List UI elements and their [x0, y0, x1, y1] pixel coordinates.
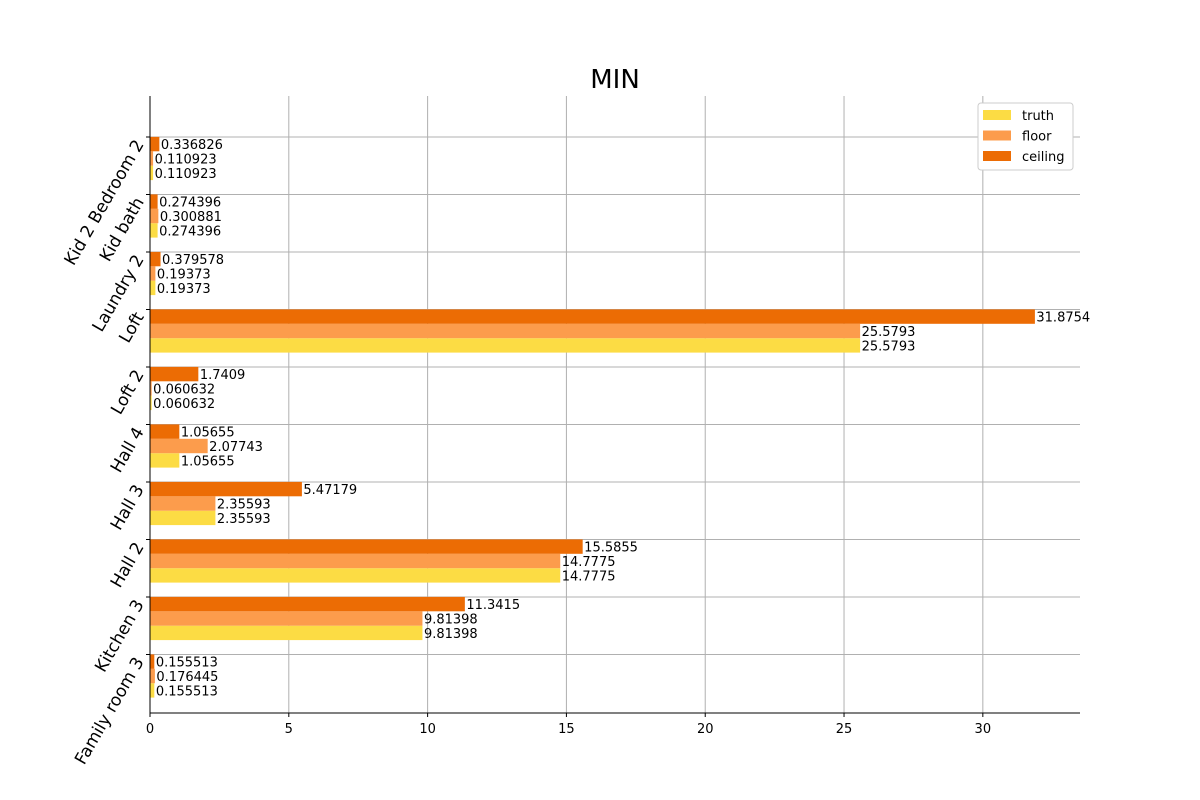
- data-labels: 0.155513 9.81398 14.7775 2.35593 1.05655 0.06…: [153, 138, 1090, 699]
- data-label: 25.5793: [862, 325, 916, 340]
- bar-ceiling: [150, 596, 465, 612]
- legend-swatch-truth: [983, 110, 1011, 120]
- bar-floor: [150, 438, 208, 454]
- bar-ceiling: [150, 136, 160, 152]
- data-label: 0.110923: [155, 167, 217, 182]
- x-tick-label: 5: [285, 722, 293, 737]
- legend-label-floor: floor: [1022, 130, 1052, 145]
- bar-truth: [150, 510, 216, 526]
- data-label: 0.060632: [153, 397, 215, 412]
- bar-floor: [150, 496, 216, 511]
- data-label: 31.8754: [1036, 311, 1090, 326]
- data-label: 0.19373: [157, 282, 211, 297]
- bar-truth: [150, 395, 152, 411]
- data-label: 9.81398: [424, 613, 478, 628]
- x-tick-label: 20: [697, 722, 714, 737]
- axes: [149, 96, 1080, 714]
- bar-truth: [150, 568, 561, 583]
- bar-floor: [150, 553, 561, 569]
- legend: truth floor ceiling: [977, 102, 1074, 171]
- data-label: 1.05655: [181, 426, 235, 441]
- data-label: 15.5855: [584, 541, 638, 556]
- data-label: 0.155513: [156, 684, 218, 699]
- data-label: 25.5793: [862, 339, 916, 354]
- data-label: 5.47179: [303, 483, 357, 498]
- data-label: 0.274396: [159, 224, 221, 239]
- y-tick-label: Hall 4: [107, 424, 149, 476]
- x-tick-label: 15: [558, 722, 575, 737]
- legend-label-truth: truth: [1022, 109, 1054, 124]
- legend-swatch-ceiling: [983, 151, 1011, 161]
- data-label: 14.7775: [562, 555, 616, 570]
- data-label: 14.7775: [562, 569, 616, 584]
- bar-ceiling: [150, 366, 199, 382]
- bar-ceiling: [150, 539, 583, 554]
- bar-floor: [150, 151, 154, 166]
- data-label: 0.110923: [155, 153, 217, 168]
- data-label: 0.336826: [161, 138, 223, 153]
- y-tick-label: Hall 2: [107, 539, 149, 591]
- data-label: 9.81398: [424, 627, 478, 642]
- x-tick-label: 30: [975, 722, 992, 737]
- y-tick-label: Hall 3: [107, 482, 149, 534]
- bars: [150, 136, 1035, 698]
- bar-floor: [150, 668, 155, 684]
- data-label: 0.300881: [160, 210, 222, 225]
- x-tick-label: 0: [146, 722, 154, 737]
- bar-truth: [150, 453, 180, 468]
- data-label: 1.05655: [181, 454, 235, 469]
- bar-floor: [150, 611, 423, 626]
- bar-floor: [150, 381, 152, 396]
- data-label: 0.155513: [156, 656, 218, 671]
- bar-ceiling: [150, 654, 155, 669]
- x-tick-label: 10: [419, 722, 436, 737]
- x-ticks: 0 5 10 15 20 25 30: [146, 713, 991, 737]
- x-tick-label: 25: [836, 722, 853, 737]
- bar-truth: [150, 683, 155, 698]
- data-label: 0.060632: [153, 383, 215, 398]
- bar-truth: [150, 223, 158, 238]
- data-label: 0.274396: [159, 196, 221, 211]
- y-tick-label: Loft 2: [107, 367, 148, 419]
- data-label: 1.7409: [200, 368, 246, 383]
- legend-swatch-floor: [983, 130, 1011, 141]
- y-tick-label: Loft: [115, 309, 148, 347]
- bar-truth: [150, 280, 156, 296]
- bar-floor: [150, 208, 159, 224]
- bar-ceiling: [150, 251, 161, 267]
- bar-ceiling: [150, 481, 302, 497]
- data-label: 2.35593: [217, 498, 271, 513]
- bar-truth: [150, 338, 861, 353]
- bar-ceiling: [150, 194, 158, 209]
- chart-title: MIN: [590, 65, 640, 95]
- data-label: 0.176445: [156, 670, 218, 685]
- bar-floor: [150, 266, 156, 281]
- bar-truth: [150, 625, 423, 641]
- bar-ceiling: [150, 309, 1035, 324]
- data-label: 0.19373: [157, 268, 211, 283]
- data-label: 0.379578: [162, 253, 224, 268]
- data-label: 11.3415: [466, 598, 520, 613]
- bar-truth: [150, 165, 154, 181]
- bar-floor: [150, 323, 861, 339]
- legend-label-ceiling: ceiling: [1022, 150, 1064, 165]
- data-label: 2.07743: [209, 440, 263, 455]
- bar-ceiling: [150, 424, 180, 439]
- data-label: 2.35593: [217, 512, 271, 527]
